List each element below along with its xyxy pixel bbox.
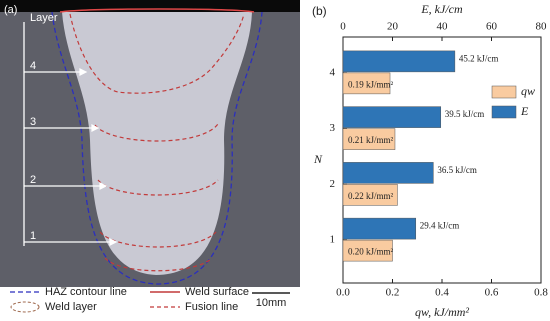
value-label: 0.20 kJ/mm² (348, 247, 394, 257)
x2-tick-label: 80 (536, 21, 548, 33)
bar (342, 128, 396, 150)
bar (342, 217, 417, 240)
bar (342, 72, 391, 95)
legend-swatch (491, 105, 517, 119)
micrograph (0, 0, 300, 313)
panel-label: (a) (4, 4, 17, 16)
y-axis-title: N (313, 152, 323, 166)
layer-label: 3 (30, 116, 36, 128)
layer-axis-label: Layer (30, 12, 58, 24)
bar (342, 162, 434, 184)
y-tick-label: 4 (330, 66, 336, 78)
legend-label: E (520, 104, 529, 118)
x-axis-title: qw, kJ/mm² (415, 305, 469, 319)
value-label: 29.4 kJ/cm (420, 221, 460, 231)
layer-label: 2 (30, 174, 36, 186)
value-label: 45.2 kJ/cm (459, 53, 499, 63)
x2-tick-label: 0 (340, 21, 346, 33)
y-tick-label: 2 (330, 178, 336, 190)
legend-label: Fusion line (185, 301, 238, 313)
x2-tick-label: 60 (486, 21, 498, 33)
y-tick-label: 1 (330, 234, 336, 246)
legend-label: qw (521, 84, 535, 98)
value-label: 0.21 kJ/mm² (348, 135, 394, 145)
x-tick-label: 0.4 (435, 287, 449, 299)
x-tick-label: 0.2 (386, 287, 400, 299)
x2-tick-label: 40 (437, 21, 449, 33)
bar (342, 106, 442, 128)
legend-swatch (491, 85, 517, 99)
value-label: 39.5 kJ/cm (445, 109, 485, 119)
bar (342, 239, 393, 262)
x-tick-label: 0.0 (336, 287, 350, 299)
scale-bar-label: 10mm (256, 297, 287, 309)
y-tick-label: 3 (330, 122, 336, 134)
x-tick-label: 0.6 (485, 287, 499, 299)
bar (342, 50, 456, 73)
x2-axis-title: E, kJ/cm (420, 2, 463, 16)
x2-tick-label: 20 (387, 21, 399, 33)
value-label: 0.22 kJ/mm² (348, 191, 394, 201)
legend-label: Weld layer (45, 301, 97, 313)
bar (342, 184, 398, 206)
x-tick-label: 0.8 (534, 287, 548, 299)
legend-label: HAZ contour line (45, 286, 127, 298)
value-label: 36.5 kJ/cm (437, 165, 477, 175)
layer-label: 4 (30, 60, 36, 72)
layer-label: 1 (30, 230, 36, 242)
panel-label: (b) (312, 4, 327, 18)
value-label: 0.19 kJ/mm² (348, 79, 394, 89)
legend-label: Weld surface (185, 286, 249, 298)
